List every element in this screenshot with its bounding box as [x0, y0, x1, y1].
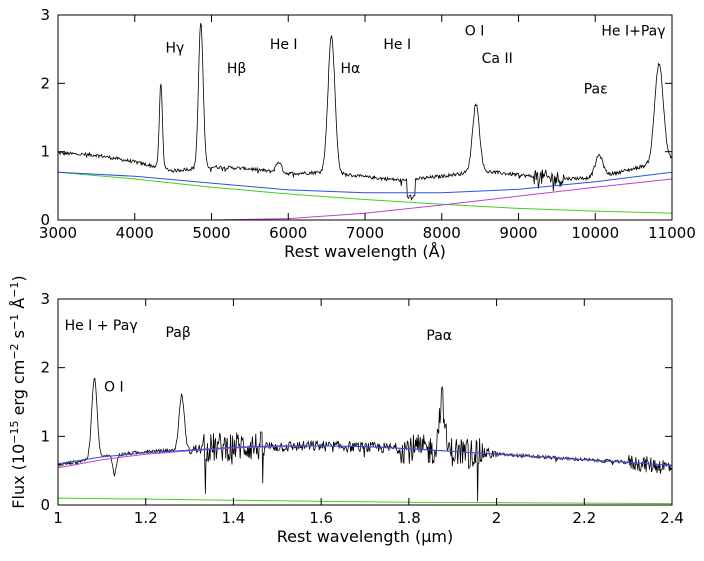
y-axis-title-part: ) — [9, 275, 28, 281]
x-tick-label: 8000 — [423, 224, 461, 242]
x-tick-label: 7000 — [346, 224, 384, 242]
x-tick-label: 1 — [53, 509, 63, 527]
blue-model-curve — [58, 445, 672, 466]
line-annotation: Hβ — [227, 61, 246, 77]
y-axis-title-exponent: −2 — [8, 343, 21, 359]
y-axis-title-part: erg cm — [9, 360, 28, 421]
y-axis-title-part: s — [9, 330, 28, 343]
x-tick-label: 2 — [492, 509, 502, 527]
line-annotation: He I+Paγ — [601, 24, 665, 40]
x-tick-label: 11000 — [648, 224, 696, 242]
plot-area — [58, 23, 672, 220]
x-tick-label: 1.6 — [309, 509, 333, 527]
line-annotation: O I — [104, 380, 124, 396]
y-tick-label: 2 — [40, 74, 50, 92]
x-tick-label: 5000 — [192, 224, 230, 242]
spectrum-trace — [58, 377, 672, 502]
line-annotation: Paβ — [165, 325, 190, 341]
x-axis-title: Rest wavelength (Å) — [284, 242, 446, 261]
x-axis-title: Rest wavelength (μm) — [277, 527, 453, 546]
plot-area — [58, 377, 672, 505]
line-annotation: Paα — [426, 328, 452, 344]
y-tick-label: 0 — [40, 496, 50, 514]
line-annotation: He I + Paγ — [65, 318, 138, 334]
blue-model-curve — [58, 171, 672, 194]
y-axis-title-part: Flux (10 — [9, 444, 28, 509]
line-annotation: O I — [465, 24, 485, 40]
y-tick-label: 3 — [40, 290, 50, 308]
x-tick-label: 2.4 — [660, 509, 684, 527]
y-tick-label: 0 — [40, 211, 50, 229]
x-tick-label: 2.2 — [572, 509, 596, 527]
y-tick-label: 1 — [40, 427, 50, 445]
x-tick-label: 10000 — [571, 224, 619, 242]
x-tick-label: 3000 — [39, 224, 77, 242]
x-tick-label: 1.8 — [397, 509, 421, 527]
line-annotation: Ca II — [482, 51, 513, 67]
line-annotation: Paε — [584, 82, 608, 98]
y-tick-label: 3 — [40, 6, 50, 24]
plot-frame — [57, 298, 673, 506]
x-tick-label: 4000 — [116, 224, 154, 242]
y-tick-label: 2 — [40, 359, 50, 377]
line-annotation: He I — [270, 37, 298, 53]
y-axis-title-exponent: −1 — [8, 314, 21, 330]
line-annotation: Hα — [340, 61, 360, 77]
x-tick-label: 1.4 — [221, 509, 245, 527]
top-panel: 3000 4000 5000 6000 7000 8000 9000 10000 11000 0 1… — [39, 6, 696, 261]
y-tick-label: 1 — [40, 143, 50, 161]
x-tick-label: 9000 — [499, 224, 537, 242]
line-annotation: Hγ — [165, 41, 184, 57]
y-axis-title-exponent: −15 — [8, 421, 21, 444]
y-axis-title: Flux (10−15 erg cm−2 s−1 Å−1) — [8, 275, 28, 508]
y-axis-title-part: Å — [9, 298, 28, 314]
green-model-curve — [58, 171, 672, 214]
spectrum-trace — [58, 23, 672, 202]
line-annotation: He I — [383, 37, 411, 53]
green-model-curve — [58, 497, 672, 505]
x-tick-label: 6000 — [269, 224, 307, 242]
x-tick-label: 1.2 — [134, 509, 158, 527]
y-axis-title-exponent: −1 — [8, 282, 21, 298]
